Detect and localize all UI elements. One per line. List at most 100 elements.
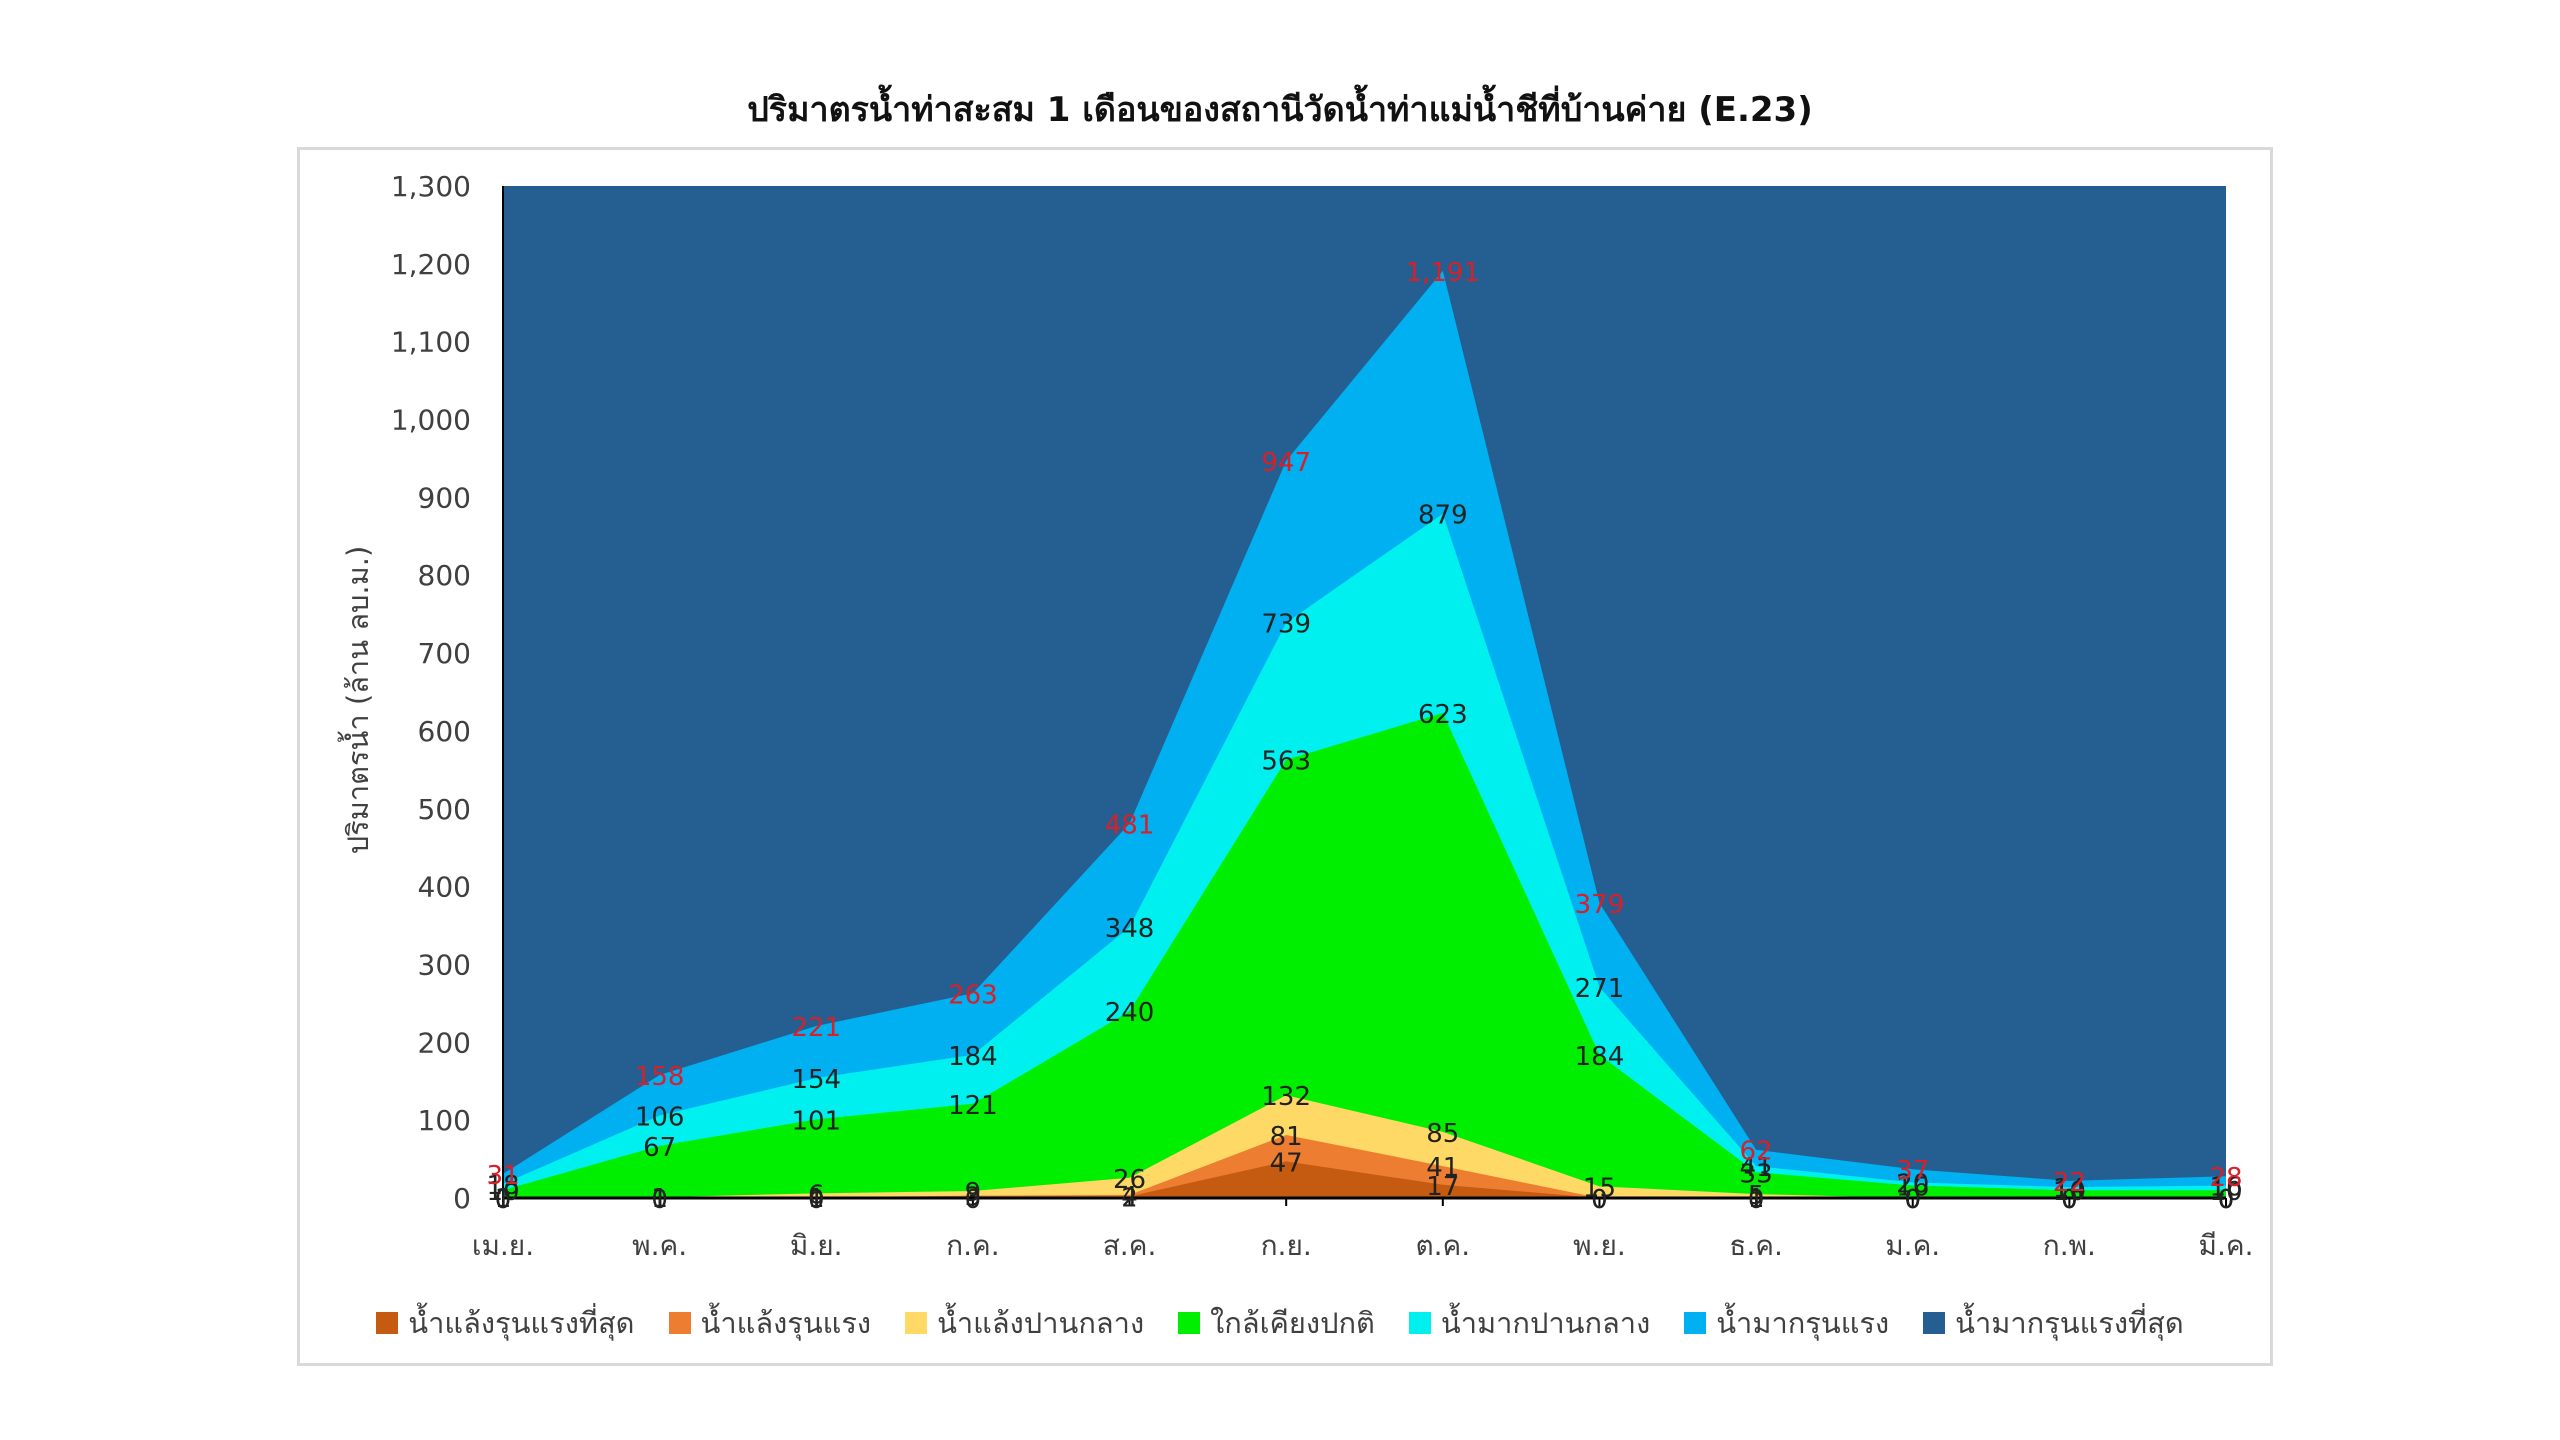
x-tick-label: ต.ค. <box>1415 1229 1470 1262</box>
data-label: 271 <box>1575 974 1625 1004</box>
data-label: 0 <box>1591 1185 1608 1215</box>
data-label: 41 <box>1740 1153 1773 1183</box>
area-series-2 <box>503 1095 2226 1198</box>
data-label: 16 <box>1896 1173 1929 1203</box>
data-label: 6 <box>808 1180 825 1210</box>
axes-layer: 01002003004005006007008009001,0001,1001,… <box>391 170 2254 1262</box>
data-label: 106 <box>635 1102 685 1132</box>
data-label: 1 <box>651 1184 668 1214</box>
data-label: 31 <box>486 1161 519 1191</box>
data-label: 0 <box>1904 1185 1921 1215</box>
data-label: 67 <box>643 1133 676 1163</box>
data-label: 623 <box>1418 700 1468 730</box>
data-label: 221 <box>791 1013 841 1043</box>
data-label: 18 <box>486 1171 519 1201</box>
data-label: 28 <box>2209 1163 2242 1193</box>
y-tick-label: 100 <box>418 1104 471 1137</box>
data-label: 263 <box>948 980 998 1010</box>
legend-label: น้ำมากรุนแรง <box>1716 1306 1890 1340</box>
x-tick-label: ก.ย. <box>1261 1229 1312 1262</box>
data-label: 3 <box>965 1183 982 1213</box>
area-series-0 <box>503 1161 2226 1198</box>
data-label: 0 <box>651 1185 668 1215</box>
y-tick-label: 1,300 <box>391 170 471 203</box>
data-label: 240 <box>1105 998 1155 1028</box>
data-label: 0 <box>495 1185 512 1215</box>
data-label: 0 <box>965 1185 982 1215</box>
data-label: 10 <box>2053 1177 2086 1207</box>
x-tick-label: ก.ค. <box>946 1229 999 1262</box>
data-label: 9 <box>965 1178 982 1208</box>
data-label: 16 <box>2209 1173 2242 1203</box>
x-tick-label: มิ.ย. <box>790 1229 843 1262</box>
legend-label: น้ำมากรุนแรงที่สุด <box>1955 1306 2184 1340</box>
data-label: 62 <box>1740 1137 1773 1167</box>
area-layer <box>503 186 2226 1198</box>
data-label: 563 <box>1261 747 1311 777</box>
x-tick-label: พ.ย. <box>1573 1229 1626 1262</box>
data-label: 10 <box>486 1177 519 1207</box>
legend-label: ใกล้เคียงปกติ <box>1210 1306 1375 1340</box>
data-label: 37 <box>1896 1156 1929 1186</box>
data-label: 2 <box>1121 1183 1138 1213</box>
legend-label: น้ำมากปานกลาง <box>1440 1306 1651 1340</box>
y-tick-label: 1,200 <box>391 248 471 281</box>
y-tick-label: 200 <box>418 1026 471 1059</box>
data-label: 10 <box>2209 1177 2242 1207</box>
y-tick-label: 1,000 <box>391 404 471 437</box>
data-label: 1,191 <box>1406 258 1480 288</box>
data-label: 481 <box>1105 811 1155 841</box>
legend-item: น้ำมากรุนแรง <box>1684 1300 1889 1346</box>
data-label: 379 <box>1575 890 1625 920</box>
legend-swatch <box>668 1312 691 1334</box>
data-label: 0 <box>2218 1185 2235 1215</box>
legend-swatch <box>376 1312 399 1334</box>
data-label: 1 <box>495 1184 512 1214</box>
legend-swatch <box>1923 1312 1946 1334</box>
data-label: 879 <box>1418 501 1468 531</box>
legend-swatch <box>1178 1312 1201 1334</box>
data-label: 158 <box>635 1062 685 1092</box>
x-tick-label: พ.ค. <box>632 1229 687 1262</box>
area-series-3 <box>503 713 2226 1198</box>
legend-swatch <box>1684 1312 1707 1334</box>
y-tick-label: 800 <box>418 559 471 592</box>
legend-item: น้ำแล้งรุนแรง <box>668 1300 872 1346</box>
x-tick-label: ส.ค. <box>1103 1229 1157 1262</box>
data-label: 20 <box>1896 1169 1929 1199</box>
data-label: 85 <box>1426 1119 1459 1149</box>
x-tick-label: ธ.ค. <box>1729 1229 1783 1262</box>
legend: น้ำแล้งรุนแรงที่สุด น้ำแล้งรุนแรง น้ำแล้งป… <box>0 1300 2560 1346</box>
x-tick-label: เม.ย. <box>472 1229 534 1262</box>
y-tick-label: 400 <box>418 871 471 904</box>
data-label: 14 <box>2053 1174 2086 1204</box>
legend-swatch <box>905 1312 928 1334</box>
data-label: 0 <box>1904 1185 1921 1215</box>
legend-item: น้ำมากปานกลาง <box>1408 1300 1651 1346</box>
data-label: 0 <box>1591 1185 1608 1215</box>
data-label: 132 <box>1261 1082 1311 1112</box>
y-tick-label: 0 <box>453 1182 471 1215</box>
y-tick-label: 700 <box>418 637 471 670</box>
data-label: 0 <box>2061 1185 2078 1215</box>
data-label: 0 <box>808 1185 825 1215</box>
y-tick-label: 900 <box>418 481 471 514</box>
x-tick-label: ม.ค. <box>1885 1229 1940 1262</box>
data-label: 184 <box>948 1042 998 1072</box>
data-label: 1 <box>1748 1184 1765 1214</box>
data-label: 26 <box>1113 1165 1146 1195</box>
legend-item: ใกล้เคียงปกติ <box>1178 1300 1375 1346</box>
data-label: 348 <box>1105 914 1155 944</box>
data-label: 0 <box>495 1185 512 1215</box>
area-series-1 <box>503 1134 2226 1198</box>
legend-swatch <box>1408 1312 1431 1334</box>
data-label: 17 <box>1426 1172 1459 1202</box>
data-label: 22 <box>2053 1168 2086 1198</box>
data-label: 5 <box>1748 1181 1765 1211</box>
y-axis-label: ปริมาตรน้ำ (ล้าน ลบ.ม.) <box>337 546 375 855</box>
legend-label: น้ำแล้งรุนแรง <box>700 1306 872 1340</box>
x-tick-label: ก.พ. <box>2043 1229 2096 1262</box>
data-label: 0 <box>1904 1185 1921 1215</box>
